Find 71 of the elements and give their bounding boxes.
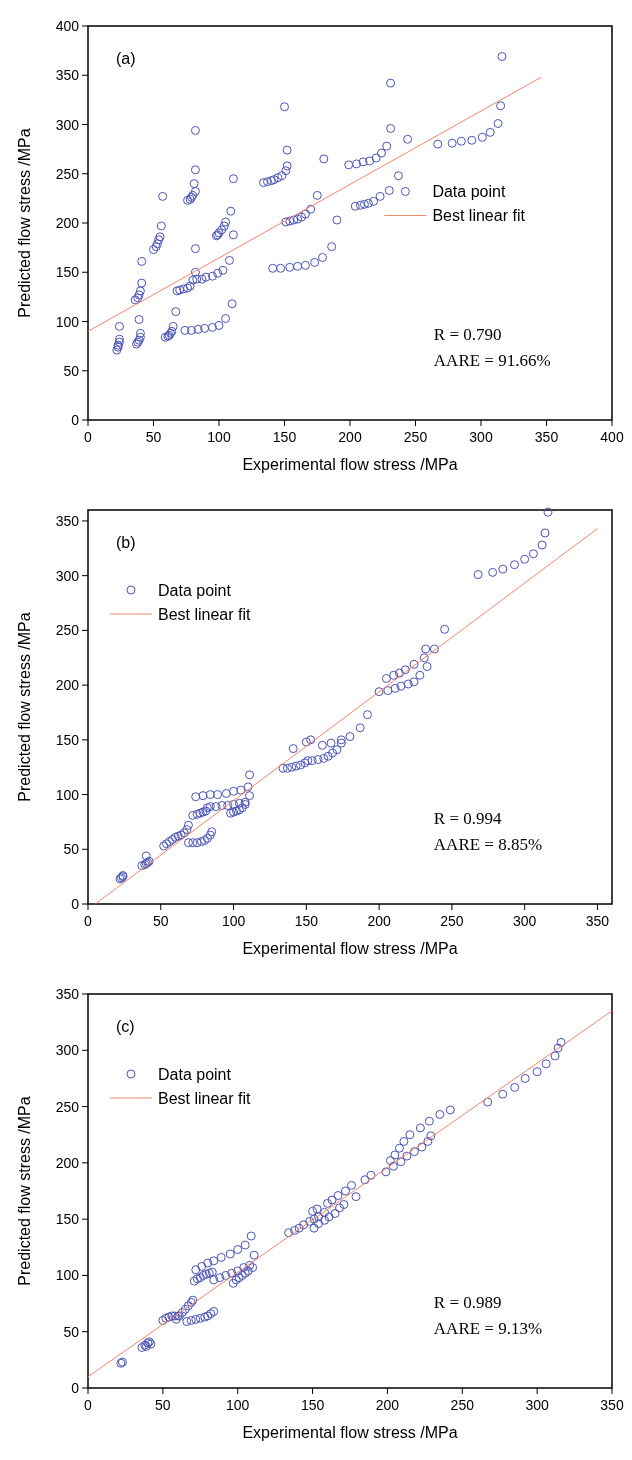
y-tick-label: 100 [55, 313, 80, 330]
y-tick-label: 0 [71, 896, 80, 912]
y-tick-label: 300 [55, 116, 80, 133]
legend-label: Data point [432, 183, 506, 201]
y-tick-label: 250 [55, 165, 80, 182]
y-tick-label: 350 [55, 67, 80, 84]
x-tick-label: 250 [440, 913, 464, 929]
x-tick-label: 50 [152, 913, 169, 929]
y-axis-title: Predicted flow stress /MPa [16, 612, 33, 802]
y-tick-label: 200 [55, 215, 80, 231]
y-tick-label: 0 [71, 1380, 80, 1396]
y-tick-label: 150 [55, 731, 80, 748]
x-tick-label: 100 [221, 913, 246, 929]
x-tick-label: 350 [534, 429, 559, 445]
y-tick-label: 0 [71, 412, 80, 428]
y-tick-label: 350 [55, 512, 80, 529]
y-tick-label: 400 [55, 18, 80, 34]
x-tick-label: 250 [403, 429, 428, 445]
legend-label: Best linear fit [158, 1090, 252, 1107]
annotation: AARE = 8.85% [433, 835, 543, 854]
x-tick-label: 50 [155, 1397, 171, 1413]
x-tick-label: 400 [600, 429, 624, 445]
x-axis-title: Experimental flow stress /MPa [242, 1424, 458, 1441]
annotation: R = 0.989 [433, 1293, 502, 1312]
annotation: R = 0.790 [433, 325, 502, 344]
y-axis-title: Predicted flow stress /MPa [16, 1096, 33, 1286]
x-tick-label: 200 [367, 913, 391, 929]
y-tick-label: 200 [55, 677, 80, 694]
x-tick-label: 0 [84, 1397, 93, 1413]
annotation: AARE = 9.13% [433, 1319, 543, 1338]
x-tick-label: 300 [512, 913, 537, 929]
y-tick-label: 100 [55, 1267, 80, 1284]
legend-label: Data point [158, 582, 232, 599]
x-tick-label: 200 [375, 1397, 400, 1413]
x-tick-label: 150 [294, 913, 319, 929]
y-tick-label: 150 [55, 264, 80, 281]
y-tick-label: 350 [55, 986, 80, 1002]
x-axis-title: Experimental flow stress /MPa [242, 456, 458, 473]
x-axis-title: Experimental flow stress /MPa [242, 940, 458, 957]
y-tick-label: 300 [55, 1042, 80, 1059]
annotation: R = 0.994 [433, 809, 503, 828]
legend-label: Best linear fit [432, 207, 526, 225]
x-tick-label: 200 [338, 429, 362, 445]
y-tick-label: 100 [55, 786, 80, 803]
legend-label: Data point [158, 1066, 232, 1083]
x-tick-label: 0 [84, 913, 93, 929]
legend-label: Best linear fit [158, 606, 252, 623]
x-tick-label: 250 [450, 1397, 475, 1413]
y-axis-title: Predicted flow stress /MPa [16, 128, 33, 318]
x-tick-label: 300 [469, 429, 493, 445]
y-tick-label: 150 [55, 1211, 80, 1228]
annotation: (c) [116, 1018, 135, 1035]
x-tick-label: 50 [145, 429, 162, 445]
y-tick-label: 50 [63, 1323, 80, 1340]
x-tick-label: 0 [84, 429, 93, 445]
x-tick-label: 100 [207, 429, 231, 445]
x-tick-label: 150 [272, 429, 297, 445]
x-tick-label: 300 [525, 1397, 550, 1413]
y-tick-label: 50 [63, 362, 80, 379]
annotation: (b) [116, 534, 136, 551]
y-tick-label: 200 [55, 1154, 80, 1171]
y-tick-label: 250 [55, 1098, 80, 1115]
x-tick-label: 350 [600, 1397, 624, 1413]
x-tick-label: 100 [226, 1397, 250, 1413]
y-tick-label: 50 [63, 841, 80, 858]
x-tick-label: 350 [585, 913, 610, 929]
annotation: AARE = 91.66% [433, 351, 551, 370]
annotation: (a) [116, 50, 136, 67]
y-tick-label: 300 [55, 567, 80, 584]
y-tick-label: 250 [55, 622, 80, 639]
x-tick-label: 150 [300, 1397, 325, 1413]
